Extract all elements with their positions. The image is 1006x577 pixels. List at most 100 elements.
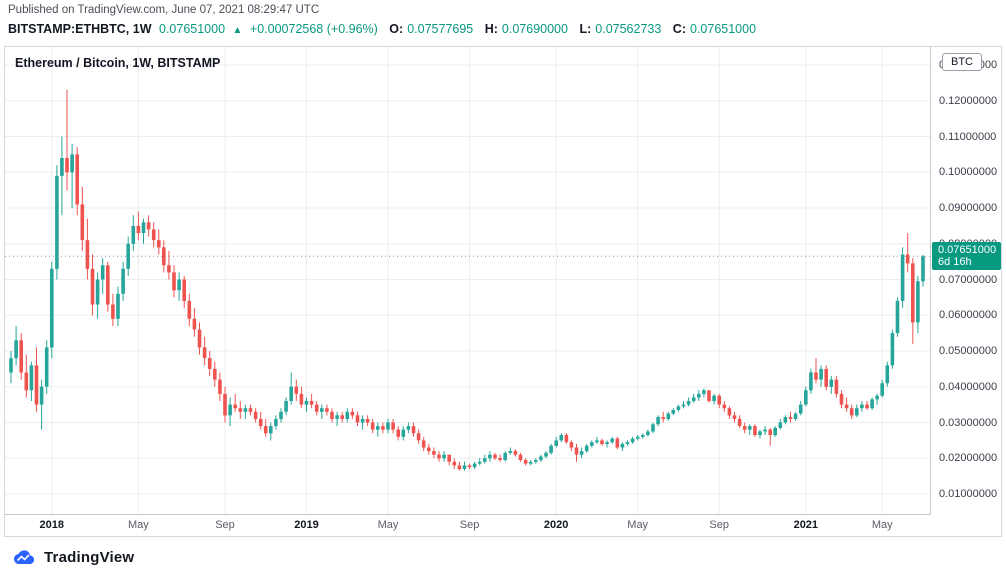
candle — [712, 393, 716, 405]
candle — [314, 401, 319, 416]
candle — [686, 397, 691, 407]
candle — [284, 397, 288, 416]
candle — [717, 393, 721, 409]
candle — [503, 451, 507, 462]
time-axis[interactable]: 2018 May Sep 2019 May Sep 2020 May Sep 2021 May — [5, 514, 931, 536]
candle — [411, 422, 416, 437]
candle — [187, 293, 192, 326]
candle — [641, 433, 645, 439]
candle — [177, 272, 181, 301]
close-value: 0.07651000 — [690, 22, 757, 36]
candle — [753, 424, 757, 437]
candle — [483, 454, 487, 464]
time-tick-label: May — [627, 519, 649, 531]
candle — [157, 229, 161, 255]
candle — [707, 390, 711, 403]
candle — [595, 436, 599, 444]
candle — [401, 426, 406, 441]
candle — [309, 393, 314, 409]
candle — [528, 460, 533, 466]
vertical-gridlines — [51, 47, 883, 514]
candle — [819, 365, 823, 387]
candle — [763, 426, 767, 435]
candle — [564, 433, 569, 444]
price-axis[interactable]: BTC 0.07651000 6d 16h 0.130000000.120000… — [930, 47, 1001, 536]
symbol-title: BITSTAMP:ETHBTC, 1W — [8, 22, 152, 36]
candles-layer — [9, 90, 925, 471]
candle — [136, 211, 141, 241]
unit-badge[interactable]: BTC — [942, 53, 982, 71]
candle — [635, 435, 640, 441]
candle — [824, 365, 828, 391]
candle — [513, 449, 518, 457]
candle — [95, 272, 100, 319]
price-tick-label: 0.11000000 — [939, 130, 997, 143]
candle — [9, 351, 13, 384]
tradingview-logo[interactable]: TradingView — [10, 549, 134, 566]
time-tick-label: May — [127, 519, 149, 531]
candle — [427, 443, 431, 455]
candle — [381, 422, 385, 434]
candle — [793, 411, 798, 421]
candle — [727, 406, 732, 419]
time-tick-label: 2020 — [543, 519, 569, 531]
candle — [809, 368, 813, 394]
price-tick-label: 0.09000000 — [939, 202, 998, 214]
candle — [569, 440, 574, 452]
candle — [630, 436, 635, 444]
candle — [783, 415, 788, 425]
time-tick-label: 2018 — [39, 519, 64, 531]
candle — [100, 258, 105, 294]
candle — [702, 388, 706, 398]
candle — [253, 408, 258, 423]
price-tick-label: 0.02000000 — [939, 452, 998, 465]
low-label: L: — [579, 22, 592, 36]
candle — [162, 240, 166, 273]
time-tick-label: Sep — [215, 519, 235, 531]
time-tick-label: Sep — [709, 519, 729, 531]
candle — [844, 397, 849, 412]
published-caption: Published on TradingView.com, June 07, 2… — [8, 4, 320, 16]
candle — [452, 458, 457, 469]
footer-bar: TradingView — [0, 537, 1006, 577]
candle — [421, 436, 426, 452]
candle — [870, 397, 874, 410]
candle — [691, 393, 696, 403]
candle — [75, 147, 79, 216]
candle — [457, 461, 462, 471]
time-tick-label: May — [871, 519, 893, 531]
candle — [376, 422, 380, 437]
candle — [834, 376, 839, 398]
candle — [289, 372, 293, 405]
candle — [294, 379, 299, 401]
candle — [432, 447, 436, 459]
candle — [370, 418, 375, 434]
candle — [885, 361, 890, 387]
candle — [406, 422, 411, 434]
candle — [111, 293, 115, 326]
candle — [50, 261, 54, 359]
candle — [192, 308, 197, 337]
candle — [39, 379, 44, 430]
candle — [860, 401, 864, 412]
candle — [442, 451, 446, 462]
candle — [916, 275, 920, 334]
candle — [197, 322, 202, 355]
candle — [467, 463, 472, 469]
candle — [498, 454, 502, 462]
candle — [605, 440, 609, 448]
candle — [274, 415, 278, 430]
candle — [106, 261, 110, 312]
candle — [549, 443, 553, 455]
candle — [732, 411, 737, 423]
chart-plot[interactable] — [5, 47, 931, 514]
candle — [590, 440, 594, 448]
up-arrow-icon: ▲ — [232, 25, 243, 36]
candle — [518, 452, 523, 462]
candle — [523, 458, 528, 466]
candle — [722, 401, 727, 412]
candle — [340, 411, 344, 423]
candle — [615, 436, 620, 450]
candle — [447, 454, 451, 466]
